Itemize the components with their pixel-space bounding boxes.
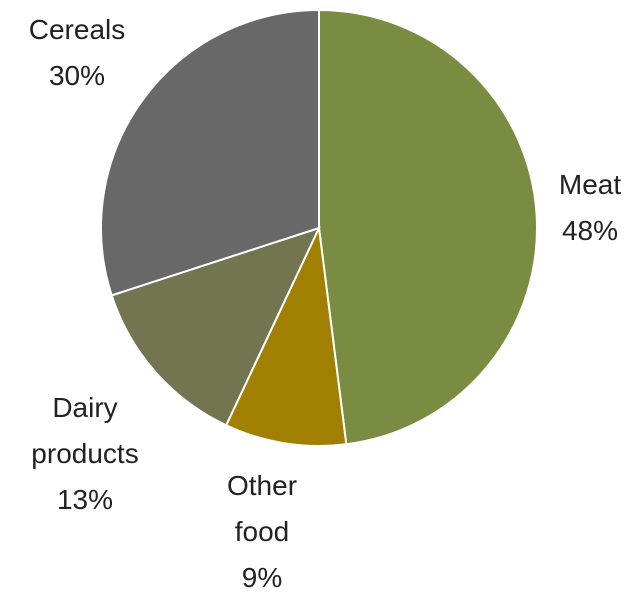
category-label: Cereals [28, 14, 126, 45]
category-label: Meat [558, 169, 622, 200]
value-label: 48% [561, 215, 619, 246]
category-label: Other food [226, 470, 298, 547]
slice-label: Other food 9% [212, 463, 312, 593]
pie-slice [318, 8, 538, 446]
slice-label: Cereals 30% [0, 7, 157, 99]
pie-slice [224, 224, 348, 447]
category-label: Dairy products [31, 392, 139, 469]
value-label: 30% [48, 60, 106, 91]
pie-slice [100, 8, 320, 297]
value-label: 9% [241, 562, 283, 593]
slice-label: Meat 48% [535, 162, 635, 254]
value-label: 13% [56, 484, 114, 515]
slice-label: Dairy products 13% [20, 385, 150, 523]
pie-slice [110, 226, 321, 427]
